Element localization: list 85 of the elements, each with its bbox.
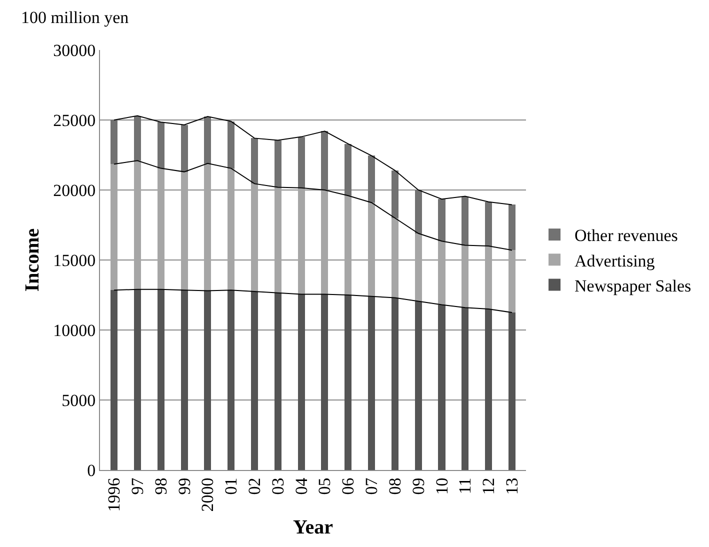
bar bbox=[344, 196, 352, 295]
bar bbox=[344, 144, 352, 196]
bar bbox=[508, 204, 516, 250]
y-tick-label: 10000 bbox=[53, 320, 96, 340]
bar bbox=[250, 138, 258, 184]
x-tick-label: 01 bbox=[222, 478, 241, 495]
bar bbox=[274, 292, 282, 470]
bar bbox=[228, 290, 235, 470]
x-tick-label: 97 bbox=[128, 477, 147, 495]
bar bbox=[157, 122, 164, 168]
y-axis-title: Income bbox=[22, 228, 44, 292]
y-tick-label: 30000 bbox=[53, 40, 96, 60]
bar bbox=[391, 298, 398, 470]
bar bbox=[274, 140, 282, 188]
bar bbox=[134, 289, 141, 470]
y-tick-label: 15000 bbox=[53, 250, 96, 270]
bar bbox=[368, 156, 376, 203]
bar bbox=[368, 296, 376, 470]
bar bbox=[250, 184, 258, 292]
x-tick-label: 98 bbox=[151, 478, 170, 495]
bar bbox=[321, 131, 328, 190]
bar bbox=[321, 294, 328, 470]
bar bbox=[485, 202, 492, 246]
bar bbox=[250, 292, 258, 470]
y-tick-label: 20000 bbox=[53, 180, 96, 200]
x-tick-label: 03 bbox=[268, 478, 288, 495]
bar bbox=[462, 196, 469, 246]
bar bbox=[180, 290, 188, 470]
x-tick-label: 12 bbox=[479, 478, 498, 495]
legend-label: Newspaper Sales bbox=[574, 276, 692, 296]
bar bbox=[438, 199, 446, 242]
x-tick-label: 02 bbox=[245, 478, 264, 495]
bar bbox=[414, 190, 422, 234]
bar bbox=[438, 241, 446, 305]
bar bbox=[134, 116, 141, 161]
bar bbox=[462, 245, 469, 308]
bar bbox=[368, 202, 376, 296]
bar bbox=[298, 294, 305, 470]
x-axis-title: Year bbox=[293, 516, 334, 538]
bar bbox=[204, 290, 212, 470]
bar bbox=[298, 188, 305, 294]
bar bbox=[508, 250, 516, 312]
y-tick-label: 0 bbox=[87, 460, 96, 480]
bar bbox=[180, 124, 188, 172]
x-tick-label: 05 bbox=[315, 478, 334, 495]
bar bbox=[391, 218, 398, 298]
y-tick-label: 5000 bbox=[62, 390, 96, 410]
legend-label: Advertising bbox=[574, 251, 656, 270]
bar bbox=[180, 172, 188, 290]
bar bbox=[157, 168, 164, 290]
bar bbox=[274, 187, 282, 293]
x-tick-label: 99 bbox=[174, 478, 194, 495]
x-tick-label: 07 bbox=[362, 477, 382, 495]
bar bbox=[228, 168, 235, 290]
bar bbox=[344, 295, 352, 470]
bar bbox=[204, 116, 212, 164]
bar bbox=[414, 301, 422, 470]
text: 100 million yen bbox=[21, 8, 130, 27]
x-tick-label: 09 bbox=[408, 478, 428, 495]
bar bbox=[110, 290, 118, 470]
x-tick-label: 2000 bbox=[198, 478, 218, 512]
bar bbox=[321, 190, 328, 294]
bar bbox=[134, 160, 141, 290]
bar bbox=[414, 233, 422, 302]
bar bbox=[485, 246, 492, 309]
bar bbox=[204, 163, 212, 291]
x-tick-label: 13 bbox=[502, 478, 522, 495]
bar bbox=[110, 120, 118, 164]
x-tick-label: 10 bbox=[432, 478, 452, 495]
x-tick-label: 08 bbox=[385, 478, 404, 495]
y-tick-label: 25000 bbox=[53, 110, 96, 130]
bar bbox=[391, 170, 398, 218]
x-tick-label: 04 bbox=[292, 477, 311, 495]
bar bbox=[298, 136, 305, 188]
x-tick-label: 11 bbox=[456, 478, 475, 494]
legend-label: Other revenues bbox=[574, 226, 678, 246]
bar bbox=[462, 308, 469, 470]
bar bbox=[485, 309, 492, 470]
bar bbox=[228, 121, 235, 168]
x-tick-label: 1996 bbox=[104, 478, 124, 512]
x-tick-label: 06 bbox=[338, 478, 358, 495]
bar bbox=[110, 164, 118, 290]
bar bbox=[157, 289, 164, 470]
bar bbox=[508, 312, 516, 470]
bar bbox=[438, 304, 446, 470]
